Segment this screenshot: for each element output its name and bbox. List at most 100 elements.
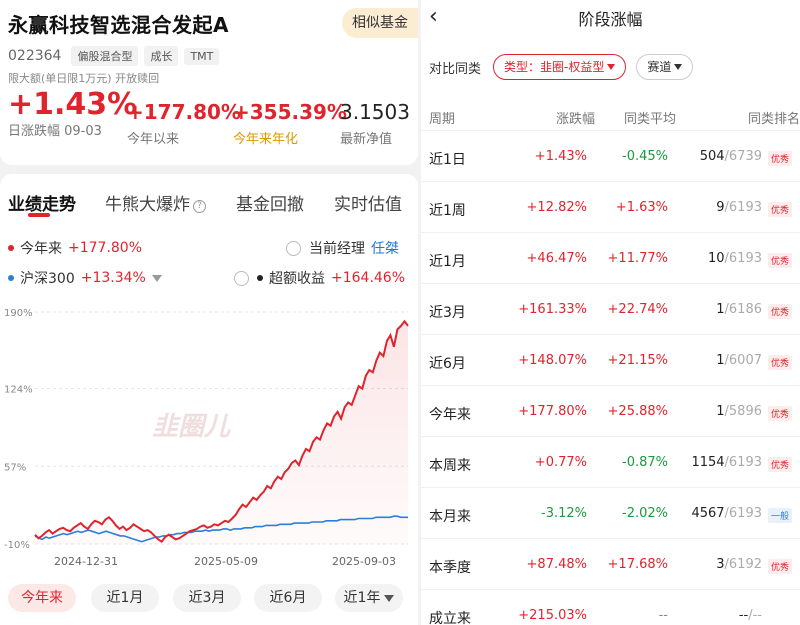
excess-series-dot	[257, 275, 263, 281]
chevron-down-icon	[384, 595, 395, 602]
fund-series-value: +177.80%	[68, 240, 143, 256]
row-rank: 9/6193	[716, 200, 762, 215]
table-row[interactable]: 近3月 +161.33% +22.74% 1/6186 优秀	[421, 283, 800, 334]
chevron-down-icon	[607, 64, 616, 70]
chevron-down-icon[interactable]	[151, 274, 162, 282]
table-row[interactable]: 近6月 +148.07% +21.15% 1/6007 优秀	[421, 334, 800, 385]
header-rank: 同类排名	[747, 112, 800, 127]
legend-fund: 今年来 +177.80%	[8, 238, 142, 258]
compare-filter-row: 对比同类 类型：韭圈-权益型 赛道	[429, 54, 694, 80]
tab-drawdown[interactable]: 基金回撤	[236, 195, 304, 215]
row-avg: -2.02%	[622, 506, 668, 521]
row-change: +0.77%	[534, 455, 587, 470]
row-change: -3.12%	[541, 506, 587, 521]
similar-funds-button[interactable]: 相似基金	[342, 8, 418, 38]
active-tab-indicator	[28, 213, 50, 217]
bench-series-name: 沪深300	[20, 271, 75, 287]
ytd-label: 今年以来	[127, 132, 180, 147]
metric-nav: 3.1503 最新净值	[340, 100, 410, 147]
period-ytd-button[interactable]: 今年来	[8, 584, 76, 612]
manager-label: 当前经理	[309, 241, 365, 257]
rank-badge: 优秀	[767, 355, 792, 370]
table-row[interactable]: 近1日 +1.43% -0.45% 504/6739 优秀	[421, 130, 800, 181]
rank-badge: 优秀	[767, 406, 792, 421]
metric-annualized[interactable]: +355.39% 今年来年化	[233, 100, 347, 147]
chevron-down-icon	[674, 64, 683, 70]
rank-number: 9	[716, 200, 725, 215]
legend-manager[interactable]: 当前经理 任桀	[286, 238, 399, 258]
legend-benchmark[interactable]: 沪深300 +13.34%	[8, 268, 162, 288]
fund-tag: TMT	[184, 47, 220, 65]
x-tick-label: 2025-05-09	[194, 555, 258, 568]
rank-badge: 优秀	[767, 151, 792, 166]
y-tick-label: -10%	[4, 540, 30, 551]
table-row[interactable]: 近1周 +12.82% +1.63% 9/6193 优秀	[421, 181, 800, 232]
metric-ytd: +177.80% 今年以来	[127, 100, 241, 147]
rank-number: 1	[716, 302, 725, 317]
period-1m-button[interactable]: 近1月	[91, 584, 159, 612]
row-avg: +11.77%	[607, 251, 668, 266]
manager-radio[interactable]	[286, 240, 301, 256]
table-row[interactable]: 近1月 +46.47% +11.77% 10/6193 优秀	[421, 232, 800, 283]
rank-number: 3	[716, 557, 725, 572]
row-rank: 3/6192	[716, 557, 762, 572]
rank-total: /6007	[724, 353, 762, 368]
row-rank: 504/6739	[700, 149, 762, 164]
table-row[interactable]: 成立来 +215.03% -- --/--	[421, 589, 800, 625]
row-period: 近1日	[429, 152, 466, 168]
type-filter-chip[interactable]: 类型：韭圈-权益型	[493, 54, 627, 80]
row-rank: 1/5896	[716, 404, 762, 419]
table-row[interactable]: 本周来 +0.77% -0.87% 1154/6193 优秀	[421, 436, 800, 487]
period-1y-label: 近1年	[343, 590, 381, 606]
row-rank: --/--	[739, 608, 762, 623]
rank-total: /6193	[724, 455, 762, 470]
row-rank: 1154/6193	[691, 455, 762, 470]
row-change: +177.80%	[518, 404, 587, 419]
tab-bull-bear[interactable]: 牛熊大爆炸?	[105, 190, 206, 215]
rank-total: /6192	[724, 557, 762, 572]
row-rank: 1/6007	[716, 353, 762, 368]
period-6m-button[interactable]: 近6月	[254, 584, 322, 612]
ytd-value: +177.80%	[127, 100, 241, 124]
metric-daily: +1.43% 日涨跌幅 09-03	[8, 87, 138, 140]
rank-total: /6193	[724, 200, 762, 215]
fund-name: 永赢科技智选混合发起A	[8, 13, 229, 37]
rank-total: /6186	[724, 302, 762, 317]
row-avg: -0.87%	[622, 455, 668, 470]
legend-excess[interactable]: 超额收益 +164.46%	[234, 268, 405, 288]
row-rank: 1/6186	[716, 302, 762, 317]
rank-total: /6193	[724, 506, 762, 521]
header-change: 涨跌幅	[555, 112, 595, 127]
fund-code: 022364	[8, 48, 62, 64]
row-period: 近3月	[429, 305, 466, 321]
table-row[interactable]: 本月来 -3.12% -2.02% 4567/6193 一般	[421, 487, 800, 538]
row-period: 本周来	[429, 458, 471, 474]
row-avg: +1.63%	[615, 200, 668, 215]
nav-value: 3.1503	[340, 100, 410, 124]
row-avg: +21.15%	[607, 353, 668, 368]
tab-performance[interactable]: 业绩走势	[8, 195, 76, 215]
back-arrow-icon[interactable]: ‹	[429, 4, 438, 29]
stage-returns-panel: ‹ 阶段涨幅 对比同类 类型：韭圈-权益型 赛道 周期 涨跌幅 同类平均 同类排…	[421, 0, 800, 625]
row-rank: 10/6193	[708, 251, 762, 266]
excess-radio[interactable]	[234, 270, 249, 286]
rank-number: 504	[699, 149, 725, 164]
daily-change-value: +1.43%	[8, 87, 138, 122]
row-change: +161.33%	[518, 302, 587, 317]
fund-summary-card: 永赢科技智选混合发起A 相似基金 022364 偏股混合型 成长 TMT 限大额…	[0, 0, 418, 165]
excess-label: 超额收益	[269, 271, 325, 287]
purchase-limit-text: 限大额(单日限1万元) 开放赎回	[8, 72, 160, 85]
tab-realtime-estimate[interactable]: 实时估值	[334, 195, 402, 215]
period-1y-button[interactable]: 近1年	[335, 584, 403, 612]
performance-chart[interactable]: 韭圈儿 190% 124% 57% -10% 2024-12-31 2025-05-09…	[0, 300, 418, 575]
table-row[interactable]: 本季度 +87.48% +17.68% 3/6192 优秀	[421, 538, 800, 589]
type-filter-label: 类型：韭圈-权益型	[504, 60, 605, 74]
chart-tabs: 业绩走势 牛熊大爆炸? 基金回撤 实时估值	[8, 190, 418, 220]
period-3m-button[interactable]: 近3月	[173, 584, 241, 612]
table-row[interactable]: 今年来 +177.80% +25.88% 1/5896 优秀	[421, 385, 800, 436]
rank-total: /5896	[724, 404, 762, 419]
manager-name-link[interactable]: 任桀	[371, 241, 399, 257]
help-icon[interactable]: ?	[193, 200, 206, 213]
rank-number: 4567	[691, 506, 725, 521]
track-filter-chip[interactable]: 赛道	[636, 54, 694, 80]
